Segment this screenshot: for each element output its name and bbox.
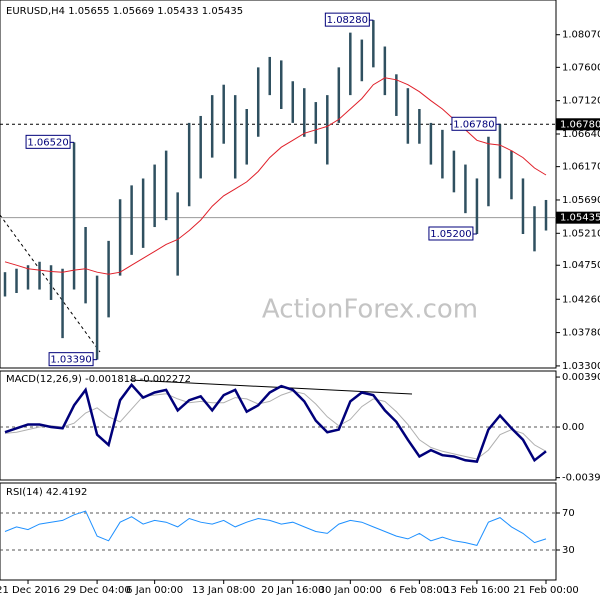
annotation-box <box>451 116 497 131</box>
x-tick-label: 13 Feb 16:00 <box>444 585 510 596</box>
y-tick-label: 0.00 <box>562 422 584 433</box>
y-tick-label: 1.06170 <box>562 162 600 173</box>
annotation-label: 1.03390 <box>50 355 91 366</box>
watermark: ActionForex.com <box>262 295 478 325</box>
x-tick-label: 6 Jan 00:00 <box>126 585 183 596</box>
annotation-box <box>428 226 474 241</box>
x-tick-label: 30 Jan 00:00 <box>319 585 382 596</box>
annotation-label: 1.06520 <box>27 137 68 148</box>
level-box <box>556 118 600 131</box>
y-tick-label: 1.05210 <box>562 228 600 239</box>
annotation-label: 1.05200 <box>430 229 471 240</box>
y-tick-label: 1.07120 <box>562 96 600 107</box>
annotation-label: 1.08280 <box>327 15 368 26</box>
annotation-box <box>324 12 370 27</box>
x-tick-label: 6 Feb 08:00 <box>390 585 449 596</box>
y-tick-label: 70 <box>562 508 575 519</box>
y-tick-label: -0.003957 <box>562 473 600 484</box>
price-panel <box>0 0 557 369</box>
x-tick-label: 13 Jan 08:00 <box>192 585 255 596</box>
x-tick-label: 29 Dec 04:00 <box>63 585 130 596</box>
rsi-panel <box>0 482 557 581</box>
level-label: 1.06780 <box>560 119 600 130</box>
last-price-label: 1.05435 <box>560 213 600 224</box>
header: EURUSD,H4 1.05655 1.05669 1.05433 1.0543… <box>6 6 243 17</box>
trend-line <box>129 379 413 395</box>
y-tick-label: 1.03780 <box>562 328 600 339</box>
annotation-box <box>48 352 94 367</box>
y-tick-label: 1.04260 <box>562 294 600 305</box>
x-tick-label: 20 Jan 16:00 <box>261 585 324 596</box>
y-tick-label: 1.05690 <box>562 195 600 206</box>
y-tick-label: 1.04750 <box>562 260 600 271</box>
last-price-box <box>556 211 600 224</box>
annotation-box <box>25 134 71 149</box>
y-tick-label: 1.08070 <box>562 30 600 41</box>
y-tick-label: 1.03300 <box>562 361 600 372</box>
signal-line <box>4 390 547 460</box>
rsi-title: RSI(14) 42.4192 <box>6 487 87 498</box>
y-tick-label: 1.06640 <box>562 129 600 140</box>
macd-title: MACD(12,26,9) -0.001818 -0.002272 <box>6 374 191 385</box>
y-tick-label: 0.003907 <box>562 372 600 383</box>
y-tick-label: 1.07600 <box>562 62 600 73</box>
y-tick-label: 30 <box>562 545 575 556</box>
x-tick-label: 21 Feb 00:00 <box>513 585 579 596</box>
x-tick-label: 21 Dec 2016 <box>0 585 60 596</box>
macd-line <box>4 382 547 463</box>
annotation-label: 1.06780 <box>453 119 494 130</box>
rsi-line <box>4 510 547 546</box>
